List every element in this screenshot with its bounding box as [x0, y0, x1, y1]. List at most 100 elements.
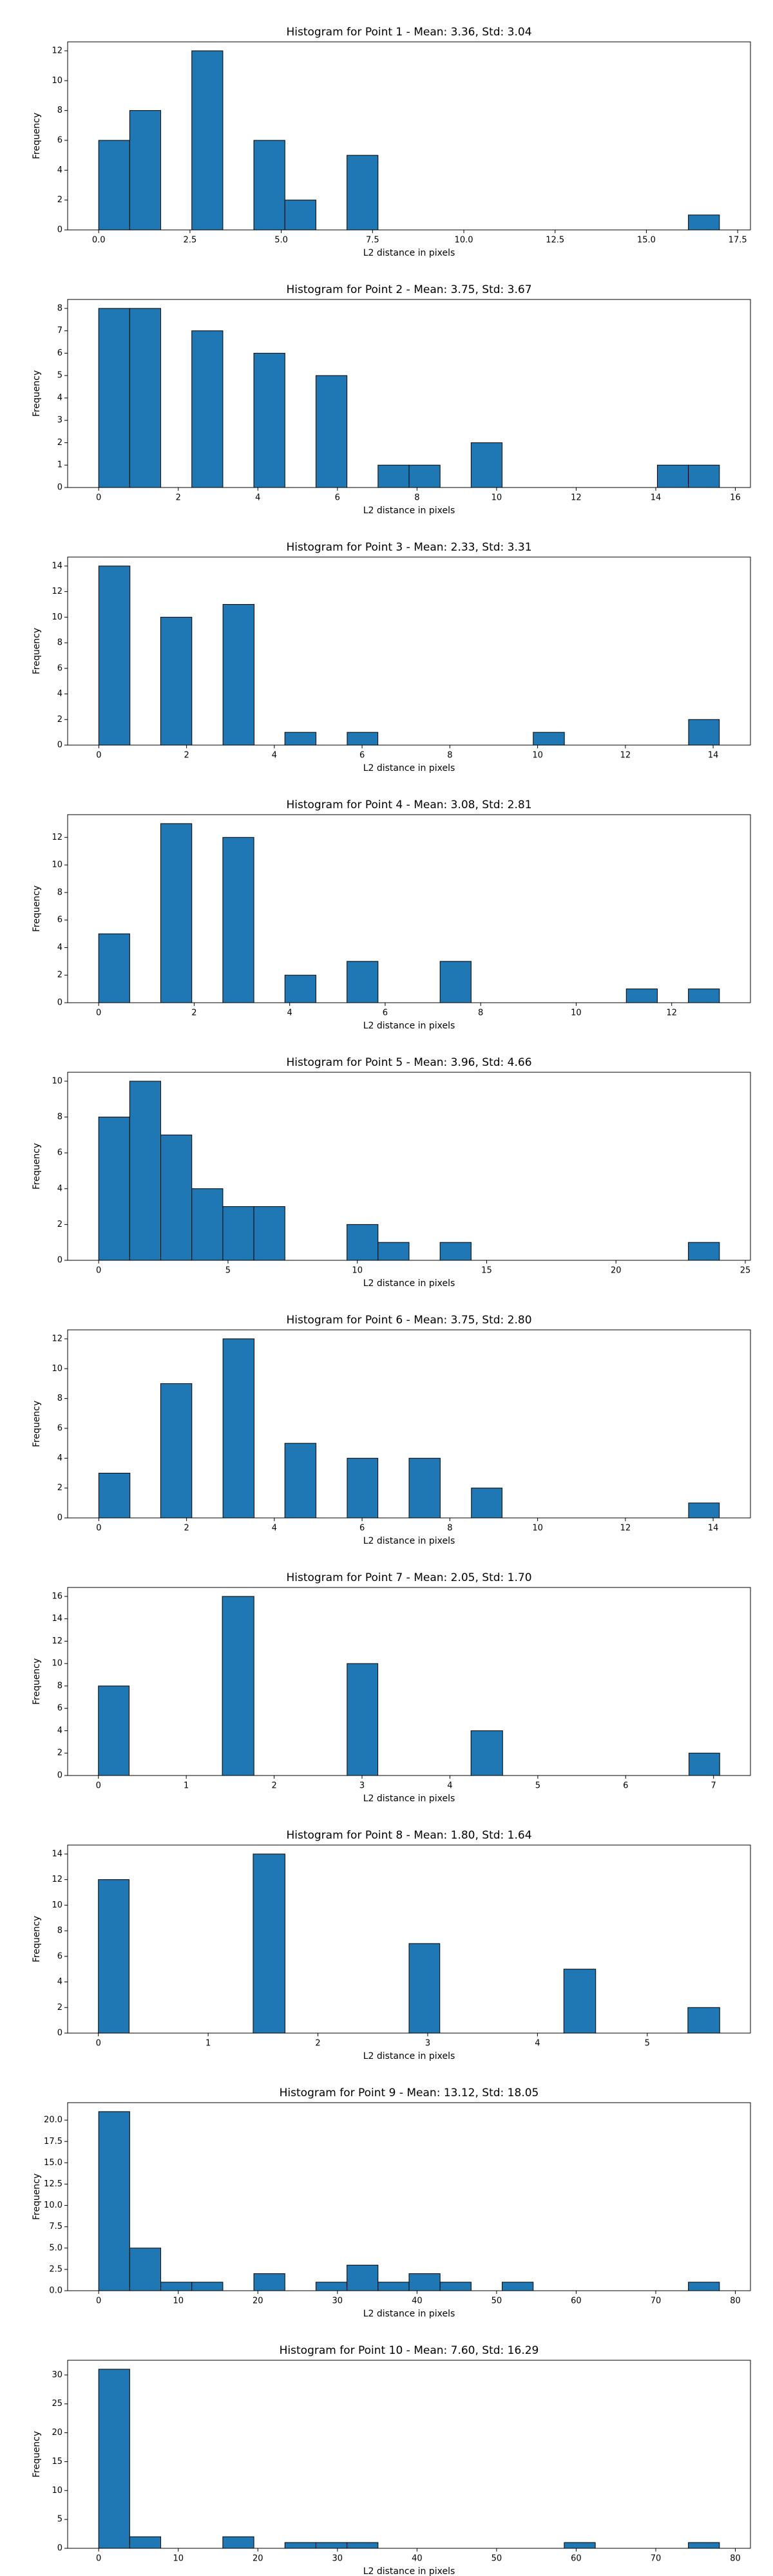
bar — [563, 1969, 596, 2034]
bar — [408, 1943, 441, 2034]
bar — [160, 616, 193, 746]
bar — [222, 1206, 254, 1261]
bar — [439, 2282, 472, 2291]
bar — [284, 974, 316, 1003]
y-tick-label: 5.0 — [49, 2243, 62, 2253]
x-tick-label: 40 — [412, 2554, 423, 2564]
x-tick-label: 6 — [359, 1524, 365, 1533]
x-tick-label: 50 — [491, 2297, 502, 2306]
y-tick-label: 12 — [52, 1875, 62, 1884]
bar — [688, 2542, 720, 2549]
x-tick-label: 80 — [730, 2297, 741, 2306]
y-tick-label: 8 — [57, 638, 62, 648]
x-tick-label: 8 — [447, 1524, 452, 1533]
x-tick-label: 2.5 — [184, 236, 197, 245]
y-tick-label: 0 — [57, 1513, 62, 1523]
y-tick-label: 4 — [57, 943, 62, 952]
y-tick-label: 6 — [57, 1148, 62, 1158]
y-tick-label: 12.5 — [44, 2179, 62, 2189]
y-tick-label: 10 — [52, 1364, 62, 1374]
bar — [470, 1730, 503, 1776]
bar — [98, 1472, 131, 1519]
bar — [98, 1685, 129, 1776]
x-tick-label: 30 — [332, 2297, 343, 2306]
x-tick-label: 6 — [623, 1781, 628, 1791]
bar — [191, 1188, 224, 1261]
bar — [347, 961, 379, 1003]
y-axis-label: Frequency — [32, 370, 42, 417]
bar — [98, 1879, 129, 2034]
bar — [284, 2542, 316, 2549]
x-tick-label: 20 — [253, 2297, 263, 2306]
x-tick-label: 2 — [315, 2039, 320, 2049]
bar — [129, 110, 162, 231]
x-tick-label: 10 — [491, 493, 502, 503]
y-tick-label: 6 — [57, 663, 62, 673]
x-tick-label: 10 — [532, 1524, 543, 1533]
x-tick-label: 0 — [96, 1781, 101, 1791]
bar — [98, 565, 131, 746]
bar — [160, 1383, 193, 1519]
bar — [98, 140, 130, 231]
x-tick-label: 3 — [425, 2039, 430, 2049]
x-axis-label: L2 distance in pixels — [363, 2051, 455, 2061]
bar — [533, 732, 565, 746]
axes-frame — [67, 299, 751, 488]
x-tick-label: 6 — [335, 493, 340, 503]
y-tick-label: 2 — [57, 438, 62, 448]
y-tick-label: 20.0 — [44, 2116, 62, 2125]
y-tick-label: 16 — [52, 1591, 62, 1601]
y-tick-label: 0 — [57, 1771, 62, 1781]
y-tick-label: 5 — [57, 371, 62, 381]
y-tick-label: 2 — [57, 1220, 62, 1229]
bar — [253, 352, 285, 488]
y-tick-label: 25 — [52, 2399, 62, 2409]
x-axis-label: L2 distance in pixels — [363, 1794, 455, 1804]
x-tick-label: 10 — [173, 2297, 184, 2306]
y-axis-label: Frequency — [32, 113, 42, 159]
y-tick-label: 30 — [52, 2370, 62, 2380]
y-tick-label: 12 — [52, 1636, 62, 1646]
bar — [98, 933, 130, 1003]
y-tick-label: 1 — [57, 460, 62, 470]
axes-frame — [67, 2102, 751, 2291]
x-tick-label: 12.5 — [546, 236, 564, 245]
x-tick-label: 0 — [96, 751, 101, 761]
y-axis-label: Frequency — [32, 628, 42, 674]
x-tick-label: 2 — [176, 493, 181, 503]
y-tick-label: 7 — [57, 326, 62, 336]
bar — [284, 1443, 317, 1519]
bar — [222, 837, 254, 1003]
bar — [191, 50, 224, 231]
chart-title: Histogram for Point 2 - Mean: 3.75, Std:… — [286, 283, 531, 296]
x-tick-label: 15.0 — [637, 236, 656, 245]
bar — [347, 1663, 379, 1776]
bar — [347, 2264, 379, 2291]
x-tick-label: 20 — [253, 2554, 263, 2564]
bar — [160, 2282, 193, 2291]
y-tick-label: 17.5 — [44, 2137, 62, 2146]
bar — [656, 464, 689, 488]
y-tick-label: 10 — [52, 2486, 62, 2496]
y-tick-label: 8 — [57, 1681, 62, 1690]
x-tick-label: 8 — [414, 493, 419, 503]
y-axis-label: Frequency — [32, 1143, 42, 1189]
y-tick-label: 10 — [52, 76, 62, 86]
y-tick-label: 10.0 — [44, 2201, 62, 2210]
y-tick-label: 0 — [57, 1256, 62, 1265]
y-tick-label: 6 — [57, 348, 62, 358]
y-tick-label: 0 — [57, 2029, 62, 2038]
bar — [129, 1081, 162, 1261]
bar — [315, 2282, 348, 2291]
bar — [160, 1134, 193, 1261]
y-axis-label: Frequency — [32, 1658, 42, 1705]
y-tick-label: 5 — [57, 2515, 62, 2524]
x-tick-label: 60 — [571, 2297, 582, 2306]
x-axis-label: L2 distance in pixels — [363, 1021, 455, 1031]
x-tick-label: 4 — [255, 493, 260, 503]
y-tick-label: 4 — [57, 1977, 62, 1987]
x-tick-label: 10 — [352, 1266, 363, 1276]
axes-frame — [67, 1072, 751, 1261]
x-tick-label: 5 — [225, 1266, 231, 1276]
x-tick-label: 70 — [651, 2554, 662, 2564]
